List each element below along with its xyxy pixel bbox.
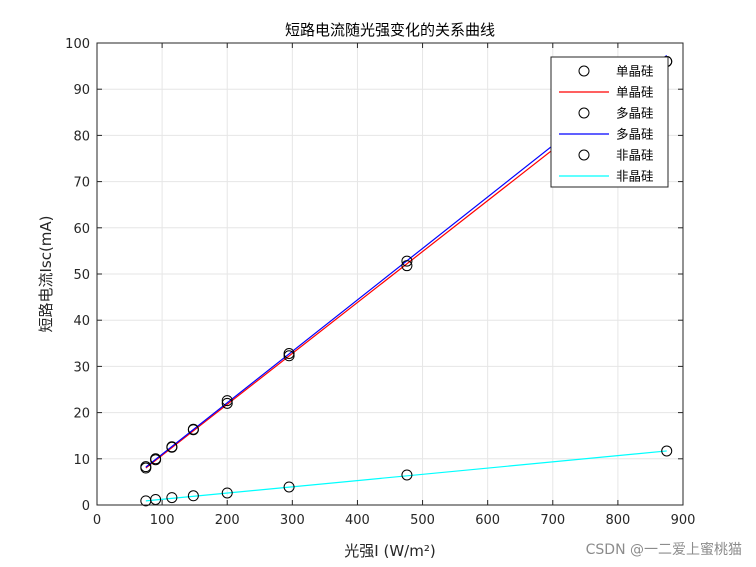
legend-marker-swatch [578,149,590,161]
data-point-marker [150,493,162,505]
x-tick-label: 0 [93,513,101,528]
x-axis-label: 光强I (W/m²) [344,542,435,560]
data-point-marker [187,490,199,502]
x-tick-label: 400 [345,513,370,528]
x-tick-label: 800 [605,513,630,528]
data-point-marker [166,492,178,504]
data-point-marker [166,441,178,453]
y-tick-label: 50 [73,268,90,283]
x-tick-label: 500 [410,513,435,528]
data-point-marker [221,487,233,499]
legend-box [550,56,669,188]
data-point-marker [150,453,162,465]
data-point-marker [140,461,152,473]
data-point-marker [283,481,295,493]
legend-label: 非晶硅 [616,148,654,163]
x-tick-label: 700 [540,513,565,528]
y-tick-label: 40 [73,314,90,329]
chart-title: 短路电流随光强变化的关系曲线 [285,21,495,39]
watermark: CSDN @一二爱上蜜桃猫 [585,542,742,558]
data-point-marker [187,423,199,435]
data-point-marker [283,350,295,362]
y-tick-label: 80 [73,129,90,144]
y-tick-label: 90 [73,83,90,98]
x-tick-label: 300 [280,513,305,528]
data-point-marker [221,397,233,409]
data-point-marker [283,347,295,359]
x-tick-label: 200 [215,513,240,528]
legend-label: 非晶硅 [616,169,654,184]
legend-label: 多晶硅 [616,127,654,142]
data-point-marker [401,255,413,267]
y-axis-label: 短路电流Isc(mA) [37,215,55,332]
legend-label: 单晶硅 [616,85,654,100]
legend-marker-swatch [578,65,590,77]
legend-marker-swatch [578,107,590,119]
y-tick-label: 70 [73,176,90,191]
y-tick-label: 100 [65,37,90,52]
x-tick-label: 100 [150,513,175,528]
y-tick-label: 0 [82,499,90,514]
y-tick-label: 10 [73,453,90,468]
y-tick-label: 20 [73,407,90,422]
x-tick-label: 600 [475,513,500,528]
legend-label: 单晶硅 [616,64,654,79]
legend-label: 多晶硅 [616,106,654,121]
data-point-marker [661,445,673,457]
data-point-marker [221,395,233,407]
y-tick-label: 30 [73,360,90,375]
data-point-marker [401,469,413,481]
y-tick-label: 60 [73,222,90,237]
ticks: 0 100 200 300 400 500 600 700 800 900 0 10 20 30 40 50 6… [65,37,695,528]
data-point-marker [401,260,413,272]
x-tick-label: 900 [671,513,696,528]
